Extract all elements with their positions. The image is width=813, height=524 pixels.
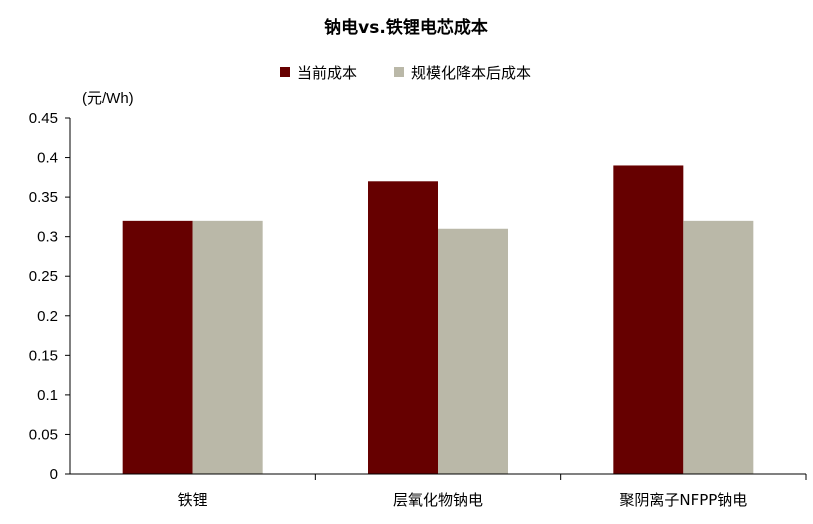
legend-swatch-current — [280, 67, 290, 77]
bar-current-2 — [613, 165, 684, 474]
y-tick-label: 0.3 — [37, 229, 58, 246]
legend-swatch-scaled — [394, 67, 404, 77]
legend-label-scaled: 规模化降本后成本 — [411, 64, 531, 82]
y-tick-label: 0.45 — [29, 110, 58, 127]
x-axis-ticks: 铁锂 层氧化物钠电 聚阴离子NFPP钠电 — [178, 474, 807, 509]
legend: 当前成本 规模化降本后成本 — [280, 64, 531, 82]
bars — [122, 165, 754, 475]
legend-label-current: 当前成本 — [297, 64, 357, 82]
y-tick-label: 0.25 — [29, 268, 58, 285]
y-tick-label: 0.1 — [37, 387, 58, 404]
chart-title: 钠电vs.铁锂电芯成本 — [324, 17, 488, 38]
x-tick-label: 聚阴离子NFPP钠电 — [619, 491, 747, 509]
y-tick-label: 0.15 — [29, 347, 58, 364]
bar-scaled-0 — [192, 220, 263, 474]
y-tick-label: 0.05 — [29, 426, 58, 443]
y-tick-label: 0.2 — [37, 308, 58, 325]
y-unit-label: (元/Wh) — [82, 90, 134, 107]
bar-scaled-1 — [438, 228, 508, 474]
bar-current-1 — [368, 181, 438, 475]
bar-current-0 — [122, 220, 193, 474]
y-axis-ticks: 0 0.05 0.1 0.15 0.2 0.25 0.3 0.35 0.4 0.45 — [29, 110, 70, 483]
bar-scaled-2 — [683, 220, 754, 474]
x-tick-label: 层氧化物钠电 — [393, 491, 483, 509]
x-tick-label: 铁锂 — [178, 491, 208, 509]
y-tick-label: 0 — [50, 466, 58, 483]
y-tick-label: 0.35 — [29, 189, 58, 206]
y-tick-label: 0.4 — [37, 150, 58, 167]
